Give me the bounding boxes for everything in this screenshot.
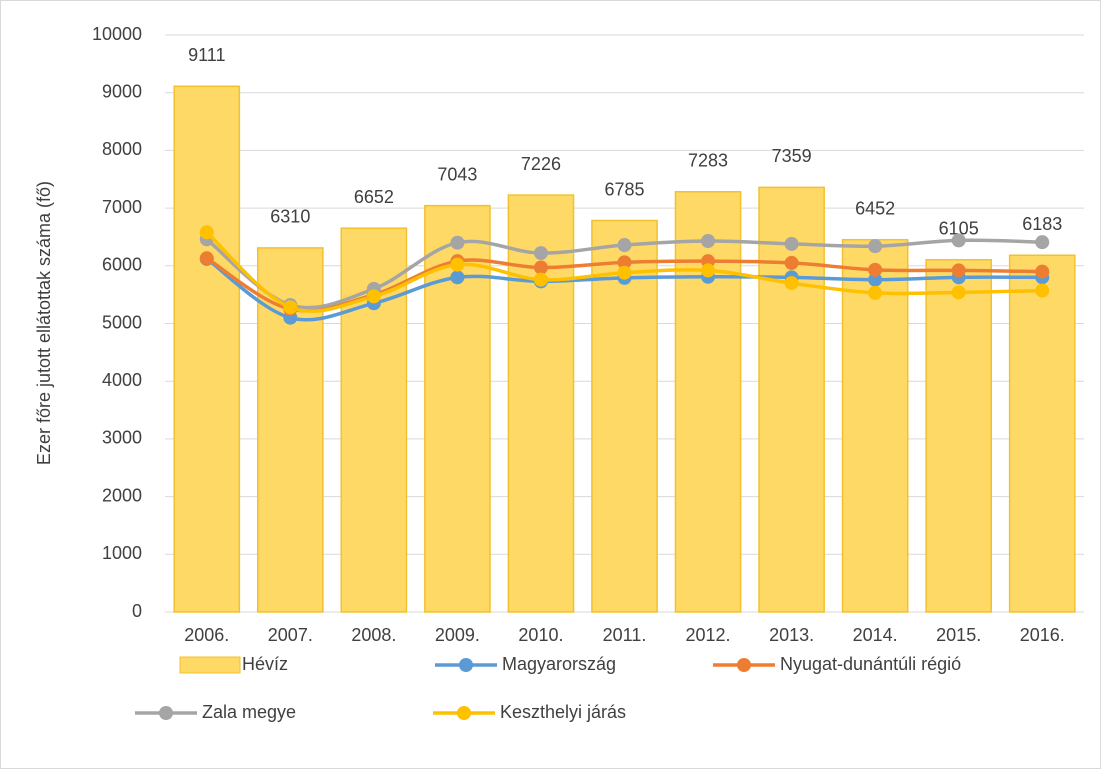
line-marker xyxy=(366,289,381,304)
line-marker xyxy=(1035,264,1050,279)
bar xyxy=(758,186,825,613)
legend-label: Zala megye xyxy=(202,702,296,722)
legend-marker xyxy=(459,658,473,672)
y-tick-label: 0 xyxy=(132,601,142,621)
line-marker xyxy=(784,255,799,270)
line-marker xyxy=(533,272,548,287)
bar xyxy=(841,238,909,613)
line-marker xyxy=(701,233,716,248)
data-label: 6310 xyxy=(270,207,310,227)
line-marker xyxy=(450,270,465,285)
y-axis-label: Ezer főre jutott ellátottak száma (fő) xyxy=(34,181,54,465)
x-tick-label: 2009. xyxy=(435,625,480,645)
y-tick-label: 3000 xyxy=(102,428,142,448)
y-tick-label: 2000 xyxy=(102,485,142,505)
line-marker xyxy=(951,233,966,248)
line-marker xyxy=(868,239,883,254)
data-label: 6183 xyxy=(1022,214,1062,234)
y-tick-label: 4000 xyxy=(102,370,142,390)
line-marker xyxy=(199,225,214,240)
y-tick-label: 7000 xyxy=(102,197,142,217)
bar xyxy=(173,85,241,613)
line-marker xyxy=(1035,235,1050,250)
x-tick-label: 2008. xyxy=(351,625,396,645)
data-label: 7043 xyxy=(437,164,477,184)
legend-label: Keszthelyi járás xyxy=(500,702,626,722)
bar xyxy=(591,219,658,613)
data-label: 6652 xyxy=(354,187,394,207)
x-tick-label: 2012. xyxy=(686,625,731,645)
data-label: 7359 xyxy=(772,146,812,166)
legend-marker xyxy=(159,706,173,720)
y-tick-label: 6000 xyxy=(102,255,142,275)
line-marker xyxy=(283,300,298,315)
x-tick-label: 2014. xyxy=(853,625,898,645)
line-marker xyxy=(533,260,548,275)
legend-swatch xyxy=(179,656,241,674)
line-marker xyxy=(617,255,632,270)
line-marker xyxy=(617,265,632,280)
x-tick-label: 2016. xyxy=(1020,625,1065,645)
x-tick-label: 2013. xyxy=(769,625,814,645)
legend-label: Nyugat-dunántúli régió xyxy=(780,654,961,674)
line-marker xyxy=(951,285,966,300)
bar xyxy=(1008,254,1076,613)
y-tick-label: 5000 xyxy=(102,312,142,332)
data-label: 6452 xyxy=(855,198,895,218)
data-label: 9111 xyxy=(188,45,225,65)
line-marker xyxy=(533,246,548,261)
line-marker xyxy=(450,257,465,272)
y-tick-label: 1000 xyxy=(102,543,142,563)
legend-label: Magyarország xyxy=(502,654,616,674)
data-label: 7283 xyxy=(688,151,728,171)
legend-label: Hévíz xyxy=(242,654,288,674)
x-tick-label: 2010. xyxy=(518,625,563,645)
legend-marker xyxy=(737,658,751,672)
line-marker xyxy=(868,262,883,277)
line-marker xyxy=(784,276,799,291)
y-tick-label: 10000 xyxy=(92,24,142,44)
line-marker xyxy=(868,272,883,287)
x-tick-label: 2007. xyxy=(268,625,313,645)
data-label: 6785 xyxy=(604,179,644,199)
data-label: 7226 xyxy=(521,154,561,174)
line-marker xyxy=(1035,283,1050,298)
bar xyxy=(925,258,993,613)
y-tick-label: 9000 xyxy=(102,81,142,101)
legend-marker xyxy=(457,706,471,720)
line-marker xyxy=(199,251,214,266)
line-marker xyxy=(784,236,799,251)
line-marker xyxy=(450,235,465,250)
line-marker xyxy=(868,285,883,300)
data-label: 6105 xyxy=(939,218,979,238)
x-tick-label: 2006. xyxy=(184,625,229,645)
line-marker xyxy=(701,263,716,278)
x-tick-label: 2011. xyxy=(603,625,647,645)
x-tick-label: 2015. xyxy=(936,625,981,645)
line-marker xyxy=(951,263,966,278)
line-marker xyxy=(617,238,632,253)
y-tick-label: 8000 xyxy=(102,139,142,159)
